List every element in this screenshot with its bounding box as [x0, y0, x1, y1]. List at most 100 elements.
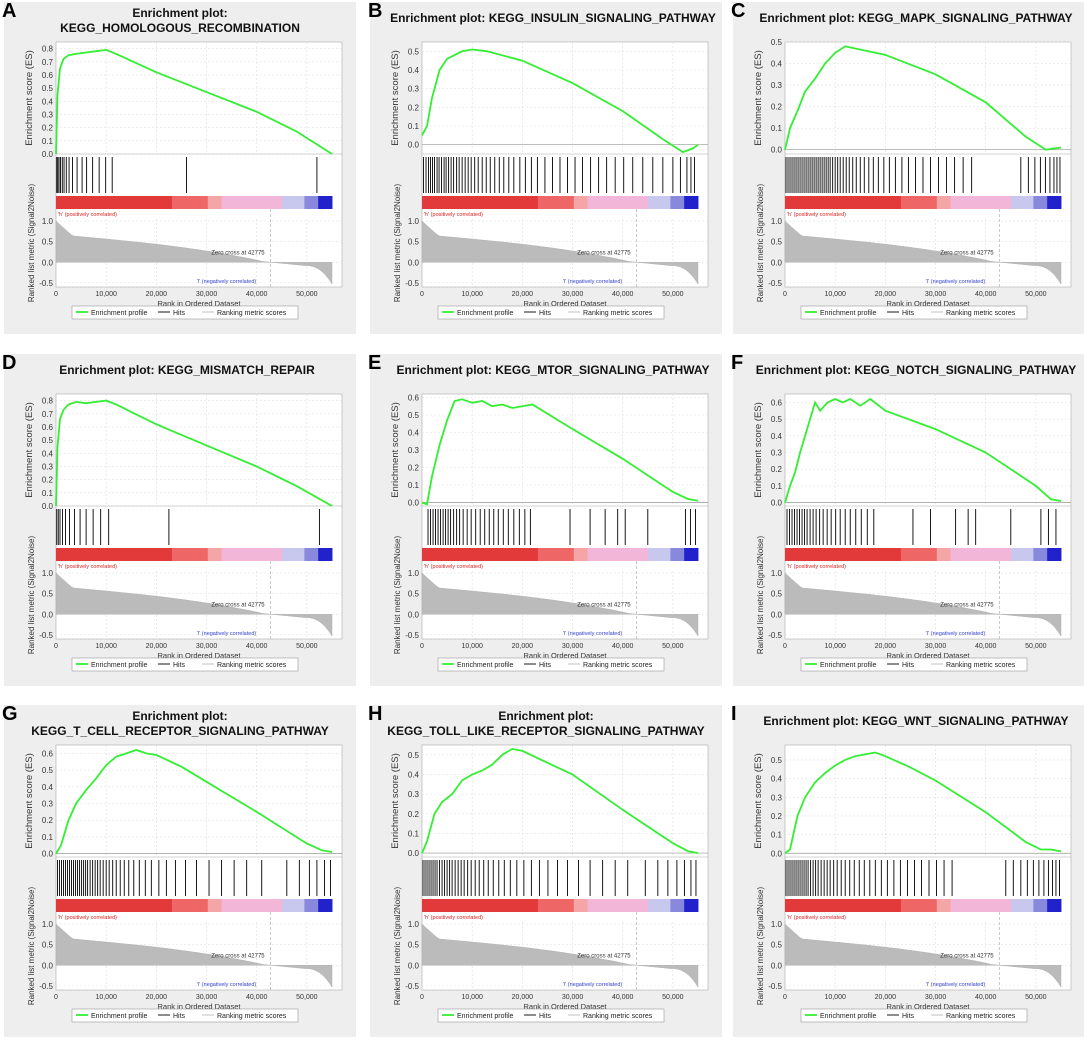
- rank-y-tick-label: 0.0: [42, 610, 54, 619]
- rank-color-bar-segment: [900, 196, 938, 209]
- rank-y-tick-label: -0.5: [768, 279, 782, 288]
- legend-entry: Hits: [902, 662, 915, 669]
- enrichment-panel-e: E Enrichment plot: KEGG_MTOR_SIGNALING_PA…: [368, 352, 722, 686]
- es-y-tick-label: 0.5: [771, 415, 783, 424]
- rank-color-bar-segment: [587, 196, 649, 209]
- es-y-tick-label: 0.3: [408, 85, 420, 94]
- panel-letter: A: [2, 0, 17, 22]
- x-tick-label: 50,000: [1025, 643, 1047, 650]
- panel-letter: I: [731, 703, 737, 725]
- rank-y-axis-label: Ranked list metric (Signal2Noise): [27, 184, 36, 303]
- es-y-tick-label: 0.6: [408, 394, 420, 403]
- x-tick-label: 10,000: [461, 291, 483, 298]
- x-tick-label: 10,000: [824, 291, 846, 298]
- panel-letter: H: [368, 703, 383, 725]
- legend-entry: Hits: [902, 310, 915, 317]
- legend-entry: Ranking metric scores: [217, 1013, 287, 1020]
- es-y-tick-label: 0.6: [771, 398, 783, 407]
- rank-color-bar-segment: [785, 899, 902, 912]
- chart-title-line: KEGG_T_CELL_RECEPTOR_SIGNALING_PATHWAY: [31, 724, 329, 738]
- rank-color-bar-segment: [936, 899, 952, 912]
- ranking-metric-area: [55, 923, 333, 988]
- rank-y-axis-label: Ranked list metric (Signal2Noise): [756, 536, 765, 655]
- es-y-tick-label: 0.1: [771, 831, 783, 840]
- es-y-tick-label: 0.1: [408, 481, 420, 490]
- rank-y-tick-label: 1.0: [42, 217, 54, 226]
- x-tick-label: 30,000: [196, 994, 218, 1001]
- x-tick-label: 0: [420, 643, 424, 650]
- legend-entry: Ranking metric scores: [946, 310, 1016, 317]
- legend-entry: Enrichment profile: [820, 1013, 877, 1020]
- rank-color-bar-segment: [171, 196, 209, 209]
- x-tick-label: 30,000: [562, 643, 584, 650]
- enrichment-profile-line: [784, 751, 1062, 855]
- es-y-tick-label: 0.3: [771, 449, 783, 458]
- rank-color-bar-segment: [1011, 548, 1034, 561]
- x-tick-label: 20,000: [875, 643, 897, 650]
- legend-entry: Ranking metric scores: [583, 1013, 653, 1020]
- legend-entry: Hits: [539, 310, 552, 317]
- x-tick-label: 50,000: [662, 994, 684, 1001]
- rank-y-tick-label: 1.0: [42, 569, 54, 578]
- legend-box: [800, 1008, 1028, 1023]
- es-y-axis-label: Enrichment score (ES): [753, 402, 764, 498]
- es-y-tick-label: 0.0: [771, 849, 783, 858]
- x-tick-label: 20,000: [512, 643, 534, 650]
- x-tick-label: 20,000: [875, 291, 897, 298]
- negative-correlation-label: 'l' (negatively correlated): [563, 982, 622, 988]
- enrichment-profile-line: [421, 747, 699, 854]
- es-y-axis-label: Enrichment score (ES): [24, 50, 35, 146]
- rank-y-axis-label: Ranked list metric (Signal2Noise): [27, 536, 36, 655]
- negative-correlation-label: 'l' (negatively correlated): [563, 631, 622, 637]
- rank-color-bar-segment: [207, 196, 223, 209]
- ranking-metric-area: [55, 572, 333, 637]
- legend-entry: Enrichment profile: [91, 662, 148, 669]
- chart-title: Enrichment plot: KEGG_T_CELL_RECEPTOR_SIG…: [4, 709, 356, 739]
- rank-y-tick-label: 1.0: [408, 217, 420, 226]
- rank-color-bar-segment: [684, 899, 699, 912]
- rank-y-tick-label: 0.0: [408, 258, 420, 267]
- x-tick-label: 40,000: [612, 994, 634, 1001]
- rank-color-bar-segment: [221, 899, 283, 912]
- rank-color-bar-segment: [537, 196, 575, 209]
- positive-correlation-label: 'h' (positively correlated): [424, 212, 483, 218]
- rank-color-bar-segment: [537, 899, 575, 912]
- chart-title: Enrichment plot: KEGG_INSULIN_SIGNALING_…: [370, 11, 722, 26]
- rank-y-tick-label: 1.0: [408, 920, 420, 929]
- chart-title: Enrichment plot: KEGG_NOTCH_SIGNALING_PA…: [733, 363, 1084, 378]
- legend-entry: Ranking metric scores: [946, 662, 1016, 669]
- rank-color-bar-segment: [207, 548, 223, 561]
- rank-color-bar-segment: [587, 548, 649, 561]
- rank-color-bar-segment: [573, 196, 589, 209]
- es-y-tick-label: 0.2: [771, 812, 783, 821]
- rank-color-bar-segment: [648, 899, 671, 912]
- es-y-tick-label: 0.3: [42, 462, 54, 471]
- legend-box: [437, 657, 665, 672]
- x-tick-label: 10,000: [824, 994, 846, 1001]
- rank-y-tick-label: -0.5: [405, 631, 419, 640]
- enrichment-plot-svg: 0.0 0.1 0.2 0.3 0.4 0.5 0.6 Enrichment score (E…: [753, 393, 1072, 672]
- es-y-axis-label: Enrichment score (ES): [753, 50, 764, 146]
- ranking-metric-area: [784, 923, 1062, 988]
- rank-color-bar-segment: [318, 899, 333, 912]
- chart-title: Enrichment plot: KEGG_TOLL_LIKE_RECEPTOR_…: [370, 709, 722, 739]
- es-y-tick-label: 0.0: [408, 499, 420, 508]
- chart-title-line: Enrichment plot: KEGG_MTOR_SIGNALING_PAT…: [396, 363, 710, 377]
- rank-y-tick-label: 0.5: [771, 590, 783, 599]
- rank-color-bar-segment: [304, 548, 319, 561]
- rank-color-bar-segment: [56, 196, 173, 209]
- es-y-tick-label: 0.8: [42, 397, 54, 406]
- rank-y-tick-label: 1.0: [771, 217, 783, 226]
- es-y-axis-label: Enrichment score (ES): [24, 753, 35, 849]
- x-tick-label: 30,000: [196, 291, 218, 298]
- es-y-axis-label: Enrichment score (ES): [390, 753, 401, 849]
- positive-correlation-label: 'h' (positively correlated): [787, 915, 846, 921]
- rank-color-bar-segment: [1033, 196, 1048, 209]
- legend: Enrichment profile Hits Ranking metric sco…: [437, 1008, 665, 1023]
- x-tick-label: 0: [783, 291, 787, 298]
- x-tick-label: 0: [54, 994, 58, 1001]
- es-y-tick-label: 0.1: [408, 829, 420, 838]
- es-y-tick-label: 0.5: [408, 751, 420, 760]
- chart-title-line: Enrichment plot: KEGG_WNT_SIGNALING_PATH…: [763, 714, 1069, 728]
- legend-entry: Ranking metric scores: [583, 662, 653, 669]
